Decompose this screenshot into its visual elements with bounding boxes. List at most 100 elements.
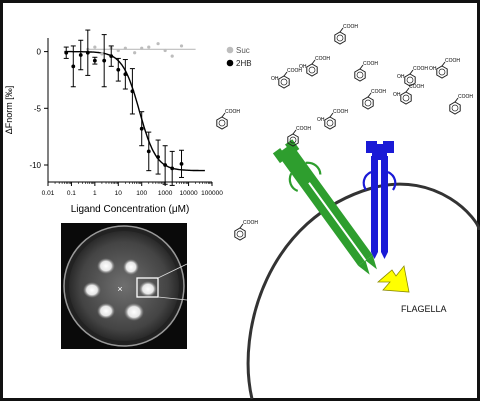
data-point-suc	[170, 54, 174, 58]
data-point-suc	[179, 44, 184, 48]
cooh-label: COOH	[333, 109, 348, 115]
data-point-suc	[147, 45, 151, 49]
data-point-2hb	[102, 58, 107, 63]
hydroxybenzoate-molecule: COOH OH	[299, 56, 330, 77]
benzoate-molecule: COOH	[449, 94, 473, 115]
chemotaxis-ring-1	[97, 258, 115, 274]
data-point-2hb	[71, 64, 76, 69]
data-point-2hb	[179, 161, 184, 166]
data-point-suc	[156, 42, 160, 46]
cooh-label: COOH	[413, 66, 428, 72]
hydroxybenzoate-molecule: COOH OH	[317, 109, 348, 130]
receptor-blue-right-strand	[381, 156, 388, 252]
legend-label-suc: Suc	[236, 46, 250, 55]
y-tick-label: 0	[37, 48, 42, 57]
cooh-label: COOH	[315, 56, 330, 62]
receptor-blue-left-strand	[371, 156, 378, 252]
receptor-green-tm-left	[288, 173, 299, 192]
chemotaxis-ring-5	[97, 303, 115, 319]
petri-dish-agar	[69, 231, 179, 341]
data-point-suc	[116, 48, 120, 53]
receptor-green-tip-left	[358, 260, 370, 275]
oh-label: OH	[397, 74, 405, 80]
oh-label: OH	[393, 92, 401, 98]
data-point-2hb	[92, 58, 97, 63]
x-tick-label: 10000	[180, 190, 198, 197]
y-ticks: 0 -5 -10	[29, 48, 48, 170]
benzoate-molecule: COOH	[216, 109, 240, 130]
data-point-2hb	[85, 50, 90, 55]
receptor-blue-head	[366, 141, 394, 160]
oh-label: OH	[429, 66, 437, 72]
x-tick-label: 0.1	[67, 190, 76, 197]
data-point-2hb	[78, 53, 83, 57]
binding-chart: 0 -5 -10 0.01 0.1 1 10 100 1000 10000 100000 ΔFno…	[4, 29, 252, 215]
data-point-suc	[133, 51, 137, 55]
chemotaxis-ring-3	[83, 282, 101, 298]
cooh-label: COOH	[243, 220, 258, 226]
x-axis-label: Ligand Concentration (μM)	[71, 204, 190, 215]
y-axis-label: ΔFnorm [‰]	[4, 86, 14, 135]
receptor-green-binding-pocket	[277, 140, 287, 151]
receptor-green-tip-right	[365, 255, 377, 270]
benzoate-molecule: COOH	[234, 220, 258, 241]
receptor-green	[272, 139, 377, 275]
zoom-line-top	[157, 263, 188, 279]
data-point-2hb	[116, 67, 121, 72]
data-point-2hb	[139, 126, 144, 131]
x-tick-label: 1	[93, 190, 97, 197]
plate-photo: ×	[61, 223, 188, 349]
chemotaxis-ring-6	[124, 303, 144, 321]
cooh-label: COOH	[371, 89, 386, 95]
cell-diagram: FLAGELLA	[246, 135, 480, 400]
signal-arrow-icon	[376, 265, 410, 293]
data-point-suc	[93, 45, 97, 49]
chemotaxis-ring-4	[139, 281, 157, 297]
data-point-2hb	[64, 50, 69, 55]
x-tick-label: 10	[115, 190, 123, 197]
chemotaxis-ring-2	[123, 259, 139, 275]
benzoate-molecule: COOH	[362, 89, 386, 110]
cooh-label: COOH	[343, 24, 358, 30]
receptor-blue-binding-pocket	[377, 135, 383, 144]
data-point-2hb	[109, 54, 114, 59]
data-point-2hb	[163, 163, 168, 167]
benzoate-molecule: COOH	[287, 126, 311, 147]
legend: Suc 2HB	[226, 46, 252, 68]
receptor-blue-tm-right	[387, 171, 397, 191]
data-point-2hb	[156, 155, 160, 159]
hydroxybenzoate-molecule: COOH OH	[397, 66, 428, 87]
cooh-label: COOH	[445, 58, 460, 64]
receptor-green-tm-right	[305, 161, 322, 175]
data-point-2hb	[146, 149, 151, 154]
receptor-blue	[362, 135, 397, 259]
cooh-label: COOH	[409, 84, 424, 90]
data-point-2hb	[170, 166, 175, 171]
hydroxybenzoate-molecule: COOH OH	[271, 68, 302, 89]
x-tick-label: 100000	[201, 190, 223, 197]
data-point-2hb	[130, 89, 135, 94]
cooh-label: COOH	[296, 126, 311, 132]
legend-swatch-2hb	[226, 59, 234, 67]
oh-label: OH	[299, 64, 307, 70]
ligand-molecules: COOHCOOHOHCOOHOHCOOHCOOHOHCOOHOHCOOHCOOH…	[216, 24, 473, 241]
receptor-blue-tm-left	[362, 171, 372, 191]
data-point-suc	[100, 52, 104, 56]
zoom-box	[136, 277, 159, 298]
cooh-label: COOH	[225, 109, 240, 115]
cooh-label: COOH	[363, 61, 378, 67]
oh-label: OH	[317, 117, 325, 123]
receptor-blue-tip-right	[381, 252, 388, 259]
x-tick-label: 0.01	[42, 190, 55, 197]
receptor-blue-tip-left	[371, 252, 378, 259]
hydroxybenzoate-molecule: COOH OH	[393, 84, 424, 105]
benzoate-molecule: COOH	[334, 24, 358, 45]
data-point-suc	[123, 46, 127, 50]
x-tick-label: 100	[136, 190, 147, 197]
plate-center-marker: ×	[117, 284, 122, 294]
cell-membrane	[246, 182, 480, 400]
legend-label-2hb: 2HB	[236, 59, 252, 68]
oh-label: OH	[271, 76, 279, 82]
